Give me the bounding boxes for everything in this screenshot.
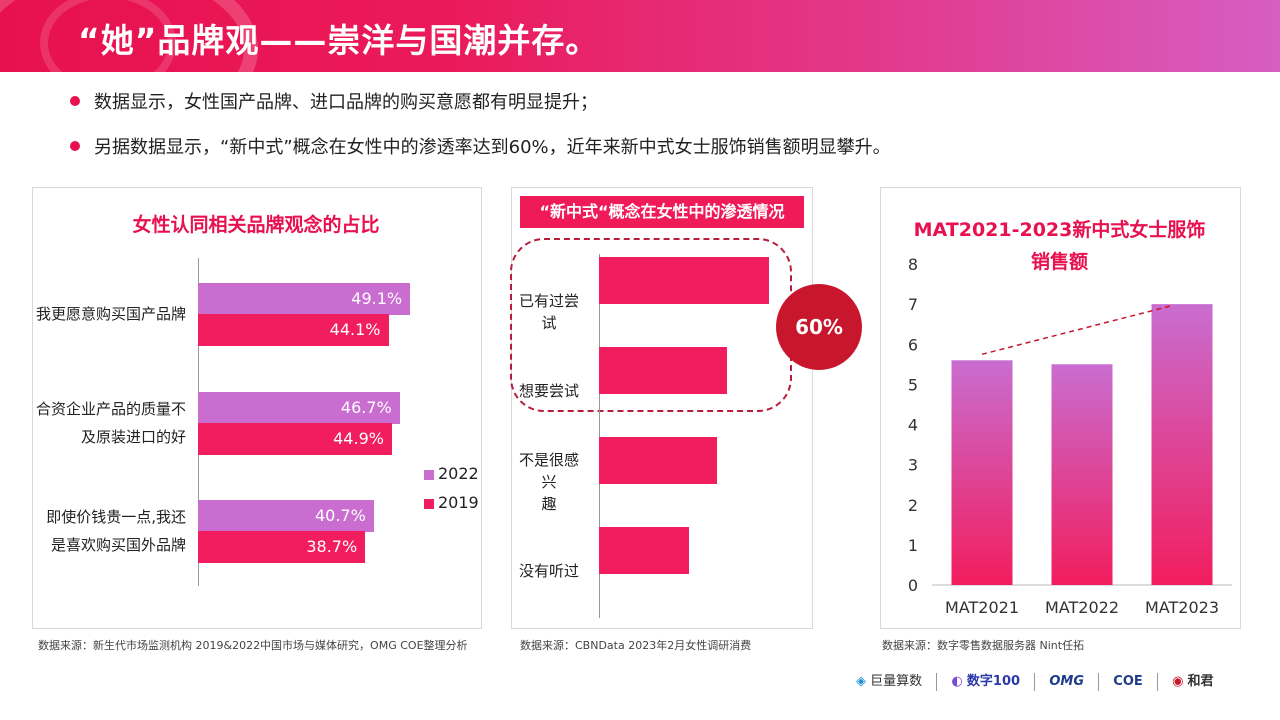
bar-MAT2023 [1151,304,1213,585]
bar-2022: 49.1% [198,283,411,315]
x-tick-label: MAT2021 [945,598,1019,617]
data-label: 44.9% [333,429,384,448]
logo-divider [1156,672,1158,691]
data-label: 40.7% [314,506,366,525]
bar-MAT2022 [1051,364,1113,585]
logo-divider [936,672,938,691]
y-tick-label: 7 [908,295,918,314]
category-label: 不是很感兴趣 [512,449,586,515]
chart3-title-line: 销售额 [1030,251,1088,273]
bar-MAT2021 [951,360,1013,585]
decorative-swirl [40,0,176,72]
category-label: 想要尝试 [512,380,586,402]
logo-hejun-icon: ◉ [1172,674,1184,689]
logo-shuzi100: 数字100 [966,674,1021,689]
bar-2022: 46.7% [198,392,400,424]
bullet-dot-icon [70,96,80,106]
chart3-title-line: MAT2021-2023新中式女士服饰 [913,219,1206,241]
logo-divider [1098,672,1100,691]
y-tick-label: 4 [908,416,918,435]
chart2-source: 数据来源：CBNData 2023年2月女性调研消费 [520,639,752,652]
bullet-text: 数据显示，女性国产品牌、进口品牌的购买意愿都有明显提升； [94,92,598,113]
logo-shuzi-icon: ◐ [951,674,963,689]
legend-label: 2022 [438,464,479,483]
legend-swatch [424,469,434,480]
x-tick-label: MAT2022 [1045,598,1119,617]
y-tick-label: 6 [908,335,918,354]
chart1-title: 女性认同相关品牌观念的占比 [132,214,380,236]
chart3-svg: 0 1 2 3 4 5 6 7 8 MAT2021 MAT2022 MAT2023 [908,255,1232,617]
logo-hejun: 和君 [1187,674,1214,689]
category-label-line: 即使价钱贵一点,我还 [46,508,186,526]
y-tick-label: 8 [908,255,918,274]
category-label-line: 及原装进口的好 [80,428,186,446]
bullet-1: 数据显示，女性国产品牌、进口品牌的购买意愿都有明显提升； [70,88,598,114]
logo-juliang-icon: ◈ [856,674,866,689]
logo-coe: COE [1113,674,1143,689]
logo-omg: OMG [1049,674,1085,689]
category-label-line: 已有过尝试 [518,292,579,332]
page-title: “她”品牌观——崇洋与国潮并存。 [78,21,600,60]
bullet-dot-icon [70,141,80,151]
category-label-line: 合资企业产品的质量不 [35,400,186,418]
category-label: 合资企业产品的质量不及原装进口的好 [30,395,186,451]
trend-line [981,305,1171,356]
bar-2022: 40.7% [198,500,374,532]
y-tick-label: 0 [908,576,918,595]
category-label-line: 想要尝试 [518,382,579,400]
footer-logos: ◈ 巨量算数 ◐ 数字100 OMG COE ◉ 和君 [856,670,1214,696]
category-label-line: 是喜欢购买国外品牌 [50,536,186,554]
data-label: 44.1% [329,320,381,339]
legend-label: 2019 [438,493,479,512]
data-label: 49.1% [351,289,403,308]
category-label-line: 趣 [541,495,557,513]
bullet-2: 另据数据显示，“新中式”概念在女性中的渗透率达到60%，近年来新中式女士服饰销售… [70,133,891,159]
bar-2019: 44.1% [198,314,389,346]
y-tick-label: 5 [908,375,918,394]
chart1-source: 数据来源：新生代市场监测机构 2019&2022中国市场与媒体研究，OMG CO… [38,639,468,652]
logo-juliang: 巨量算数 [870,674,923,689]
penetration-circle: 60% [776,284,862,370]
category-label: 我更愿意购买国产品牌 [30,300,186,328]
legend-item: 2019 [424,493,479,512]
category-label: 即使价钱贵一点,我还 是喜欢购买国外品牌 [30,503,186,559]
bar-不是很感兴趣 [599,437,718,484]
chart3-source: 数据来源：数字零售数据服务器 Nint任拓 [882,639,1085,652]
bar-2019: 44.9% [198,423,392,455]
bar-2019: 38.7% [198,531,366,563]
bar-已有过尝试 [599,257,769,304]
header-banner: “她”品牌观——崇洋与国潮并存。 [0,0,1280,72]
bar-没有听过 [599,527,689,574]
category-label-line: 没有听过 [518,562,579,580]
data-label: 38.7% [306,537,358,556]
category-label: 没有听过 [512,560,586,582]
category-label: 已有过尝试 [512,290,586,334]
bullet-text: 另据数据显示，“新中式”概念在女性中的渗透率达到60%，近年来新中式女士服饰销售… [94,137,891,158]
chart2-axis-line [599,254,600,618]
y-tick-label: 1 [908,536,918,555]
chart3-title: MAT2021-2023新中式女士服饰 销售额 [880,214,1239,278]
logo-divider [1034,672,1036,691]
data-label: 46.7% [340,398,392,417]
chart2-title-badge: “新中式“概念在女性中的渗透情况 [520,196,804,228]
y-tick-label: 2 [908,496,918,515]
y-tick-label: 3 [908,456,918,475]
x-tick-label: MAT2023 [1145,598,1219,617]
legend-item: 2022 [424,464,479,483]
legend-swatch [424,498,434,509]
category-label-line: 不是很感兴 [518,451,579,491]
bar-想要尝试 [599,347,727,394]
category-label-line: 我更愿意购买国产品牌 [35,305,186,323]
